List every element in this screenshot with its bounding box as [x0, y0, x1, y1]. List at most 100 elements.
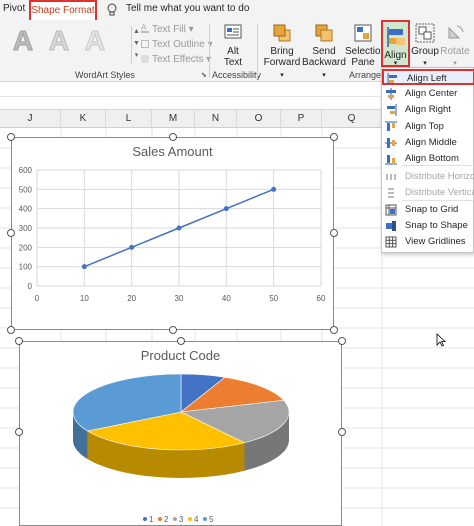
x-tick-label: 20 [127, 294, 136, 303]
menu-item-snap-to-shape[interactable]: Snap to Shape [382, 218, 474, 234]
y-tick-label: 600 [19, 166, 33, 175]
resize-handle[interactable] [330, 229, 338, 237]
legend-label: 2 [164, 515, 169, 524]
menu-item-label: Snap to Shape [405, 220, 468, 231]
gallery-scroll[interactable]: ▲ ▼ ▾ [131, 26, 141, 64]
menu-item-distribute-horizontally[interactable]: Distribute Horizontally [382, 169, 474, 185]
align-label: Align [384, 50, 407, 61]
bring-forward-label-line2: Forward [263, 57, 301, 68]
menu-item-label: Align Left [407, 73, 447, 84]
resize-handle[interactable] [7, 229, 15, 237]
menu-item-align-left[interactable]: Align Left [382, 69, 474, 85]
formula-bar-divider [0, 96, 474, 97]
bring-forward-button[interactable]: Bring Forward ▾ [262, 22, 302, 81]
sales-amount-plot: 0 100 200 300 400 500 600 0 10 20 30 40 50 60 [19, 166, 326, 303]
menu-item-view-gridlines[interactable]: View Gridlines [382, 234, 474, 250]
rotate-icon [448, 25, 464, 39]
resize-handle[interactable] [15, 337, 23, 345]
column-header-m[interactable]: M [152, 110, 195, 128]
chevron-down-icon: ▾ [453, 60, 457, 67]
wordart-style-2[interactable]: A [48, 25, 70, 57]
menu-item-align-center[interactable]: Align Center [382, 86, 474, 102]
rotate-button[interactable]: Rotate ▾ [440, 22, 470, 69]
dialog-launcher-icon[interactable]: ⬊ [201, 72, 207, 79]
text-effects-button[interactable]: Text Effects ▾ [141, 54, 211, 65]
view-gridlines-icon [385, 236, 397, 248]
data-point [223, 206, 229, 212]
resize-handle[interactable] [15, 428, 23, 436]
legend-label: 3 [179, 515, 184, 524]
menu-item-label: Align Center [405, 88, 458, 99]
y-tick-label: 0 [28, 282, 33, 291]
wordart-style-1[interactable]: A [12, 25, 34, 57]
align-left-icon [387, 73, 397, 85]
selection-pane-icon [354, 24, 372, 42]
chart-title: Sales Amount [132, 144, 213, 159]
selection-pane-button[interactable]: Selection Pane [345, 22, 386, 68]
resize-handle[interactable] [7, 133, 15, 141]
menu-item-label: Align Top [405, 121, 444, 132]
align-top-icon [385, 121, 397, 131]
product-code-chart[interactable]: Product Code 1 2 3 4 5 [19, 341, 342, 526]
more-icon[interactable]: ▾ [134, 52, 139, 59]
y-tick-label: 300 [19, 224, 33, 233]
legend-label: 5 [209, 515, 214, 524]
tell-me-search[interactable]: Tell me what you want to do [126, 3, 250, 14]
group-button[interactable]: Group ▾ [411, 22, 439, 69]
menu-item-align-bottom[interactable]: Align Bottom [382, 151, 474, 167]
align-dropdown-menu: Align Left Align Center Align Right Align T… [381, 67, 474, 253]
align-right-icon [387, 104, 397, 116]
text-outline-label: Text Outline [152, 39, 205, 50]
column-header-k[interactable]: K [61, 110, 106, 128]
menu-item-distribute-vertically[interactable]: Distribute Vertically [382, 185, 474, 201]
wordart-style-3[interactable]: A [84, 25, 106, 57]
align-button[interactable]: Align ▾ [381, 20, 410, 67]
resize-handle[interactable] [338, 337, 346, 345]
column-header-n[interactable]: N [195, 110, 237, 128]
distribute-vertically-icon [388, 188, 394, 198]
column-header-p[interactable]: P [281, 110, 322, 128]
text-fill-icon: A [141, 24, 149, 34]
tab-shape-format[interactable]: Shape Format [29, 0, 97, 20]
menu-item-align-right[interactable]: Align Right [382, 102, 474, 118]
chevron-up-icon[interactable]: ▲ [133, 28, 140, 35]
column-header-q[interactable]: Q [322, 110, 382, 128]
alt-text-button[interactable]: Alt Text [216, 22, 250, 68]
chevron-down-icon: ▾ [280, 72, 284, 79]
column-header-l[interactable]: L [106, 110, 152, 128]
text-effects-icon [141, 55, 149, 64]
selection-pane-label-line2: Pane [351, 57, 375, 68]
chevron-down-icon: ▾ [423, 60, 427, 67]
send-backward-icon [315, 24, 333, 42]
sales-amount-chart[interactable]: Sales Amount 0 100 200 300 400 500 600 0 10 20 30 4… [11, 137, 334, 330]
resize-handle[interactable] [169, 326, 177, 334]
resize-handle[interactable] [177, 337, 185, 345]
tab-pivot[interactable]: Pivot [3, 3, 26, 14]
menu-divider [402, 200, 474, 201]
pie-slice-side [87, 431, 245, 478]
resize-handle[interactable] [330, 326, 338, 334]
pie-slice-side [244, 412, 289, 471]
text-outline-button[interactable]: Text Outline ▾ [141, 39, 213, 50]
resize-handle[interactable] [7, 326, 15, 334]
send-backward-button[interactable]: Send Backward ▾ [302, 22, 346, 81]
data-point [81, 264, 87, 270]
wordart-style-gallery[interactable]: A A A ▲ ▼ ▾ [7, 23, 140, 64]
data-point [129, 244, 135, 250]
resize-handle[interactable] [330, 133, 338, 141]
accessibility-group-label: Accessibility [212, 70, 262, 80]
resize-handle[interactable] [169, 133, 177, 141]
rotate-label: Rotate [440, 46, 470, 57]
chevron-down-icon[interactable]: ▼ [133, 40, 140, 47]
menu-item-snap-to-grid[interactable]: Snap to Grid [382, 202, 474, 218]
column-header-o[interactable]: O [237, 110, 281, 128]
text-fill-button[interactable]: A Text Fill ▾ [141, 23, 194, 35]
send-backward-label-line1: Send [312, 46, 336, 57]
menu-item-align-top[interactable]: Align Top [382, 119, 474, 135]
menu-item-align-middle[interactable]: Align Middle [382, 135, 474, 151]
resize-handle[interactable] [338, 428, 346, 436]
column-header-j[interactable]: J [0, 110, 61, 128]
data-point [271, 186, 277, 192]
menu-divider [402, 165, 474, 166]
group-icon [415, 23, 435, 43]
